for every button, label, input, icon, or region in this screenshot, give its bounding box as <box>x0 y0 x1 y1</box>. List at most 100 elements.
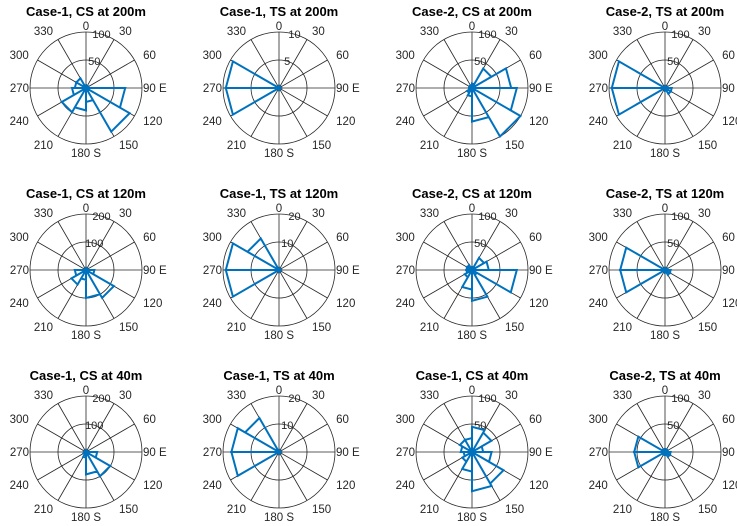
angle-label: 210 <box>34 140 53 152</box>
angle-label: 270 <box>10 265 29 277</box>
angle-label: 210 <box>613 504 632 516</box>
angle-label: 0 <box>83 385 89 397</box>
angle-label: 90 E <box>529 447 553 459</box>
radius-label: 10 <box>281 420 293 432</box>
angle-label: 90 E <box>336 83 360 95</box>
angle-label: 270 <box>589 447 608 459</box>
radius-label: 100 <box>478 211 496 223</box>
angle-label: 30 <box>505 26 518 38</box>
angle-label: 300 <box>10 232 29 244</box>
angle-label: 60 <box>143 232 156 244</box>
polar-chart-2: Case-1, TS at 200m 0 30 60 90 E 120 150 180 S 21… <box>203 4 360 160</box>
radius-label: 100 <box>85 238 103 250</box>
angle-label: 240 <box>396 480 415 492</box>
angle-label: 30 <box>312 26 325 38</box>
angle-label: 330 <box>420 208 439 220</box>
angle-label: 30 <box>698 26 711 38</box>
angle-label: 270 <box>10 447 29 459</box>
radius-label: 5 <box>284 56 290 68</box>
angle-label: 210 <box>227 504 246 516</box>
radius-label: 200 <box>92 211 110 223</box>
histogram-bins <box>610 59 674 117</box>
angle-label: 90 E <box>529 83 553 95</box>
angle-label: 210 <box>227 322 246 334</box>
angle-label: 30 <box>119 208 132 220</box>
angle-label: 180 S <box>650 148 680 160</box>
angle-label: 330 <box>34 26 53 38</box>
angle-label: 120 <box>529 480 548 492</box>
histogram-bins <box>230 416 283 478</box>
angle-label: 120 <box>336 480 355 492</box>
angle-label: 300 <box>396 414 415 426</box>
angle-label: 240 <box>589 480 608 492</box>
angle-label: 150 <box>698 140 717 152</box>
radius-label: 50 <box>667 238 679 250</box>
angle-label: 30 <box>505 390 518 402</box>
angle-label: 30 <box>505 208 518 220</box>
angle-label: 0 <box>83 203 89 215</box>
chart-title: Case-1, CS at 40m <box>30 368 143 383</box>
angle-label: 210 <box>34 504 53 516</box>
angle-label: 150 <box>698 504 717 516</box>
histogram-bins <box>460 256 519 303</box>
angle-label: 240 <box>589 298 608 310</box>
angle-label: 120 <box>143 116 162 128</box>
angle-label: 330 <box>227 208 246 220</box>
angle-label: 300 <box>203 50 222 62</box>
polar-chart-9: Case-1, CS at 40m 0 30 60 90 E 120 150 180 S 210… <box>10 368 167 524</box>
angle-label: 0 <box>276 21 282 33</box>
angle-label: 270 <box>203 447 222 459</box>
chart-title: Case-2, TS at 120m <box>606 186 725 201</box>
histogram-bins <box>60 76 132 134</box>
radius-label: 50 <box>474 56 486 68</box>
angle-label: 30 <box>312 208 325 220</box>
angle-label: 0 <box>662 203 668 215</box>
angle-label: 60 <box>529 50 542 62</box>
angle-label: 210 <box>420 140 439 152</box>
angle-label: 210 <box>613 322 632 334</box>
radius-label: 100 <box>478 29 496 41</box>
angle-label: 30 <box>119 390 132 402</box>
angle-label: 180 S <box>71 512 101 521</box>
angle-label: 180 S <box>457 512 487 521</box>
angle-label: 90 E <box>336 265 360 277</box>
chart-title: Case-1, CS at 40m <box>416 368 529 383</box>
polar-chart-12: Case-2, TS at 40m 0 30 60 90 E 120 150 180 S 210… <box>589 368 737 524</box>
angle-label: 300 <box>589 414 608 426</box>
angle-label: 210 <box>34 322 53 334</box>
angle-label: 60 <box>722 232 735 244</box>
angle-label: 270 <box>203 83 222 95</box>
angle-label: 30 <box>119 26 132 38</box>
angle-label: 270 <box>589 265 608 277</box>
angle-label: 270 <box>10 83 29 95</box>
angle-label: 90 E <box>143 265 167 277</box>
angle-label: 240 <box>10 298 29 310</box>
angle-label: 0 <box>276 385 282 397</box>
angle-label: 210 <box>420 322 439 334</box>
angle-label: 210 <box>227 140 246 152</box>
angle-label: 150 <box>312 140 331 152</box>
chart-title: Case-2, CS at 120m <box>412 186 532 201</box>
radius-label: 10 <box>288 29 300 41</box>
histogram-bins <box>224 59 283 117</box>
angle-label: 300 <box>10 414 29 426</box>
histogram-bins <box>81 448 112 478</box>
angle-label: 150 <box>505 504 524 516</box>
angle-label: 90 E <box>722 447 737 459</box>
angle-label: 150 <box>119 504 138 516</box>
angle-label: 330 <box>420 26 439 38</box>
angle-label: 270 <box>396 265 415 277</box>
angle-label: 120 <box>336 116 355 128</box>
angle-label: 60 <box>529 232 542 244</box>
angle-label: 90 E <box>143 83 167 95</box>
angle-label: 300 <box>10 50 29 62</box>
radius-label: 50 <box>667 56 679 68</box>
polar-chart-3: Case-2, CS at 200m 0 30 60 90 E 120 150 180 S 21… <box>396 4 553 160</box>
polar-chart-10: Case-1, TS at 40m 0 30 60 90 E 120 150 180 S 210… <box>203 368 360 524</box>
angle-label: 210 <box>420 504 439 516</box>
radius-label: 100 <box>671 211 689 223</box>
angle-label: 240 <box>10 480 29 492</box>
angle-label: 150 <box>312 322 331 334</box>
angle-label: 0 <box>276 203 282 215</box>
